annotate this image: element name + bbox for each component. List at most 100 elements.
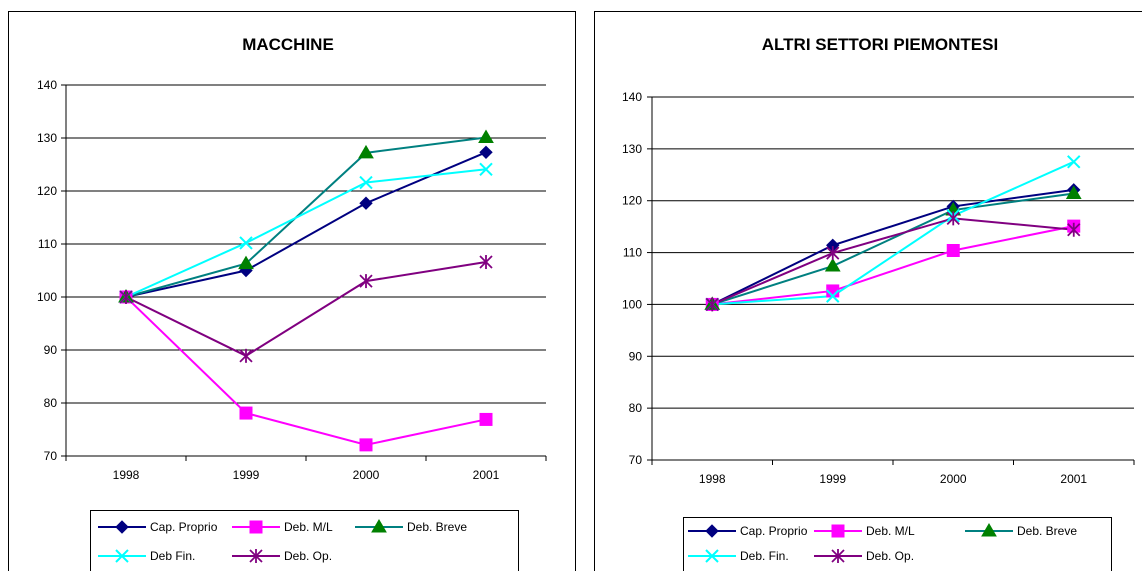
legend-entry: Deb. Op. xyxy=(814,549,914,563)
chart-frame xyxy=(594,11,1142,571)
y-tick-label: 130 xyxy=(37,131,57,145)
data-point xyxy=(1065,185,1082,199)
legend-entry: Deb. Breve xyxy=(965,523,1077,538)
data-point-stroke xyxy=(359,175,373,190)
series-line-5 xyxy=(125,261,487,357)
y-tick-label: 110 xyxy=(38,237,57,251)
legend-marker xyxy=(115,520,129,534)
legend-box xyxy=(683,517,1112,571)
data-point xyxy=(826,246,840,261)
legend-entry: Deb. M/L xyxy=(814,524,915,538)
data-point xyxy=(705,297,719,312)
legend-label: Deb Fin. xyxy=(150,549,195,563)
data-point-stroke xyxy=(826,289,840,303)
series-line-3 xyxy=(125,136,487,298)
legend-marker-stroke xyxy=(115,549,129,563)
legend-marker xyxy=(371,519,387,533)
y-tick-label: 140 xyxy=(37,78,57,92)
legend-entry: Cap. Proprio xyxy=(98,520,218,534)
legend-label: Deb. M/L xyxy=(284,520,333,534)
legend-label: Deb. Breve xyxy=(407,520,467,534)
legend-entry: Cap. Proprio xyxy=(688,524,808,538)
x-tick-label: 1998 xyxy=(699,472,726,486)
legend-label: Deb. Fin. xyxy=(740,549,789,563)
data-point xyxy=(946,211,960,226)
data-point xyxy=(239,348,253,363)
legend-label: Cap. Proprio xyxy=(150,520,218,534)
legend-entry: Deb. M/L xyxy=(232,520,333,534)
legend-entry: Deb. Breve xyxy=(355,519,467,534)
series-line-1 xyxy=(125,151,487,298)
legend-marker xyxy=(831,524,845,538)
data-point xyxy=(946,243,960,257)
legend-marker xyxy=(705,549,719,563)
x-tick-label: 1998 xyxy=(113,468,140,482)
data-point xyxy=(359,175,373,190)
legend: Cap. Proprio Deb. M/L Deb. Breve Deb Fin. De… xyxy=(90,510,519,571)
series-line-4 xyxy=(125,168,487,298)
y-tick-label: 90 xyxy=(629,349,643,363)
legend-marker xyxy=(705,524,719,538)
y-tick-label: 100 xyxy=(622,297,642,311)
plot-area: 70 80 90 100 110 120 130 140 1998 1999 2000 2001 xyxy=(37,78,547,482)
x-tick-label: 1999 xyxy=(233,468,260,482)
legend-marker xyxy=(831,549,845,563)
data-point-stroke xyxy=(1067,155,1081,169)
series-line-5 xyxy=(711,217,1074,306)
series-line-2 xyxy=(125,296,487,446)
legend-entry: Deb. Op. xyxy=(232,549,332,563)
y-tick-label: 80 xyxy=(44,396,58,410)
series-line-3 xyxy=(711,192,1074,306)
x-tick-label: 2000 xyxy=(940,472,967,486)
legend-entry: Deb. Fin. xyxy=(688,549,789,563)
y-tick-label: 120 xyxy=(622,194,642,208)
data-point xyxy=(359,196,373,210)
legend-marker xyxy=(249,520,263,534)
data-point-stroke xyxy=(239,236,253,250)
data-point xyxy=(479,412,493,426)
legend-label: Deb. Breve xyxy=(1017,524,1077,538)
y-tick-label: 100 xyxy=(37,290,57,304)
data-point xyxy=(239,406,253,420)
chart-macchine: MACCHINE 70 80 90 100 110 120 130 140 1998 1999 20… xyxy=(8,11,576,571)
data-point xyxy=(479,145,493,160)
legend-box xyxy=(90,510,519,571)
data-point xyxy=(239,236,253,250)
chart-frame xyxy=(8,11,576,571)
y-tick-label: 130 xyxy=(622,142,642,156)
legend-label: Deb. Op. xyxy=(284,549,332,563)
chart-altri-settori: ALTRI SETTORI PIEMONTESI 70 80 90 100 110 120… xyxy=(594,11,1142,571)
series-line-1 xyxy=(711,188,1074,306)
legend-marker xyxy=(249,549,263,563)
data-point xyxy=(359,438,373,452)
data-point xyxy=(479,255,493,270)
data-point xyxy=(238,255,254,270)
data-point xyxy=(824,258,841,272)
data-point-stroke xyxy=(479,162,493,176)
legend-label: Cap. Proprio xyxy=(740,524,808,538)
series-line-4 xyxy=(712,160,1075,306)
legend-marker-stroke xyxy=(705,549,719,563)
data-point xyxy=(826,289,840,303)
data-point xyxy=(359,274,373,289)
y-tick-label: 70 xyxy=(44,449,58,463)
data-point xyxy=(478,129,494,143)
data-point xyxy=(479,162,493,176)
data-point xyxy=(1067,222,1081,237)
chart-title: MACCHINE xyxy=(242,35,334,54)
series-line-2 xyxy=(712,225,1074,306)
legend-label: Deb. Op. xyxy=(866,549,914,563)
y-tick-label: 70 xyxy=(629,453,643,467)
legend: Cap. Proprio Deb. M/L Deb. Breve Deb. Fin. D… xyxy=(683,517,1112,571)
chart-title: ALTRI SETTORI PIEMONTESI xyxy=(762,35,998,54)
y-tick-label: 120 xyxy=(37,184,57,198)
y-tick-label: 90 xyxy=(44,343,58,357)
plot-area: 70 80 90 100 110 120 130 140 1998 1999 2000 2001 xyxy=(622,90,1135,486)
legend-marker xyxy=(115,549,129,563)
y-tick-label: 110 xyxy=(623,246,642,260)
y-tick-label: 140 xyxy=(622,90,642,104)
x-tick-label: 2000 xyxy=(353,468,380,482)
x-tick-label: 2001 xyxy=(473,468,500,482)
x-tick-label: 2001 xyxy=(1060,472,1087,486)
